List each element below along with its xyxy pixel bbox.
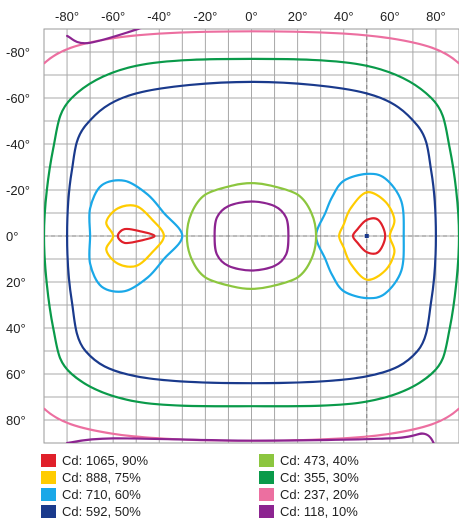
y-tick-label: 0° — [6, 229, 18, 244]
legend-label: Cd: 592, 50% — [62, 504, 141, 519]
contour-line-edge — [66, 432, 435, 443]
y-tick-label: 60° — [6, 367, 26, 382]
contour-series-4 — [66, 80, 437, 385]
contour-line — [105, 204, 165, 268]
legend-label: Cd: 355, 30% — [280, 470, 359, 485]
contour-line — [338, 191, 396, 281]
legend-swatch — [259, 505, 274, 518]
legend: Cd: 1065, 90% Cd: 888, 75% Cd: 710, 60% Cd:… — [41, 453, 359, 519]
legend-label: Cd: 1065, 90% — [62, 453, 148, 468]
legend-label: Cd: 473, 40% — [280, 453, 359, 468]
contour-series-5 — [185, 182, 318, 290]
legend-label: Cd: 888, 75% — [62, 470, 141, 485]
y-tick-label: -80° — [6, 45, 30, 60]
legend-item: Cd: 1065, 90% — [41, 453, 148, 468]
legend-item: Cd: 237, 20% — [259, 487, 359, 502]
x-tick-label: -40° — [147, 9, 171, 24]
contour-line — [44, 57, 459, 408]
legend-swatch — [259, 488, 274, 501]
y-tick-label: 80° — [6, 413, 26, 428]
x-tick-label: -60° — [101, 9, 125, 24]
contour-line — [185, 182, 318, 290]
contour-line — [116, 227, 156, 245]
contour-series-8 — [66, 29, 435, 443]
contour-line — [213, 200, 290, 272]
y-axis-ticks: -80° -60° -40° -20° 0° 20° 40° 60° 80° — [6, 45, 30, 428]
y-tick-label: 20° — [6, 275, 26, 290]
legend-item: Cd: 592, 50% — [41, 504, 141, 519]
contour-line — [88, 179, 184, 293]
x-tick-label: 40° — [334, 9, 354, 24]
x-tick-label: 80° — [426, 9, 446, 24]
legend-item: Cd: 118, 10% — [259, 504, 358, 519]
y-tick-label: -60° — [6, 91, 30, 106]
contour-line — [351, 217, 387, 255]
legend-label: Cd: 118, 10% — [280, 504, 358, 519]
contour-line — [66, 80, 437, 385]
legend-label: Cd: 710, 60% — [62, 487, 141, 502]
x-tick-label: 60° — [380, 9, 400, 24]
peak-marker-dot — [364, 234, 369, 238]
legend-swatch — [41, 488, 56, 501]
legend-item: Cd: 710, 60% — [41, 487, 141, 502]
contour-series-2 — [105, 191, 396, 281]
contour-line-edge — [66, 29, 142, 45]
contour-lines — [44, 29, 459, 443]
legend-swatch — [259, 454, 274, 467]
legend-swatch — [41, 505, 56, 518]
x-tick-label: 20° — [288, 9, 308, 24]
legend-swatch — [259, 471, 274, 484]
legend-item: Cd: 355, 30% — [259, 470, 359, 485]
contour-series-1 — [116, 217, 387, 255]
legend-swatch — [41, 471, 56, 484]
y-tick-label: -40° — [6, 137, 30, 152]
y-tick-label: 40° — [6, 321, 26, 336]
x-axis-ticks: -80° -60° -40° -20° 0° 20° 40° 60° 80° — [55, 9, 446, 24]
x-tick-label: -20° — [193, 9, 217, 24]
legend-item: Cd: 473, 40% — [259, 453, 359, 468]
legend-swatch — [41, 454, 56, 467]
grid — [43, 28, 459, 444]
peak-marker — [364, 234, 369, 238]
x-tick-label: -80° — [55, 9, 79, 24]
x-tick-label: 0° — [245, 9, 257, 24]
contour-series-6 — [44, 57, 459, 408]
y-tick-label: -20° — [6, 183, 30, 198]
legend-label: Cd: 237, 20% — [280, 487, 359, 502]
legend-item: Cd: 888, 75% — [41, 470, 141, 485]
